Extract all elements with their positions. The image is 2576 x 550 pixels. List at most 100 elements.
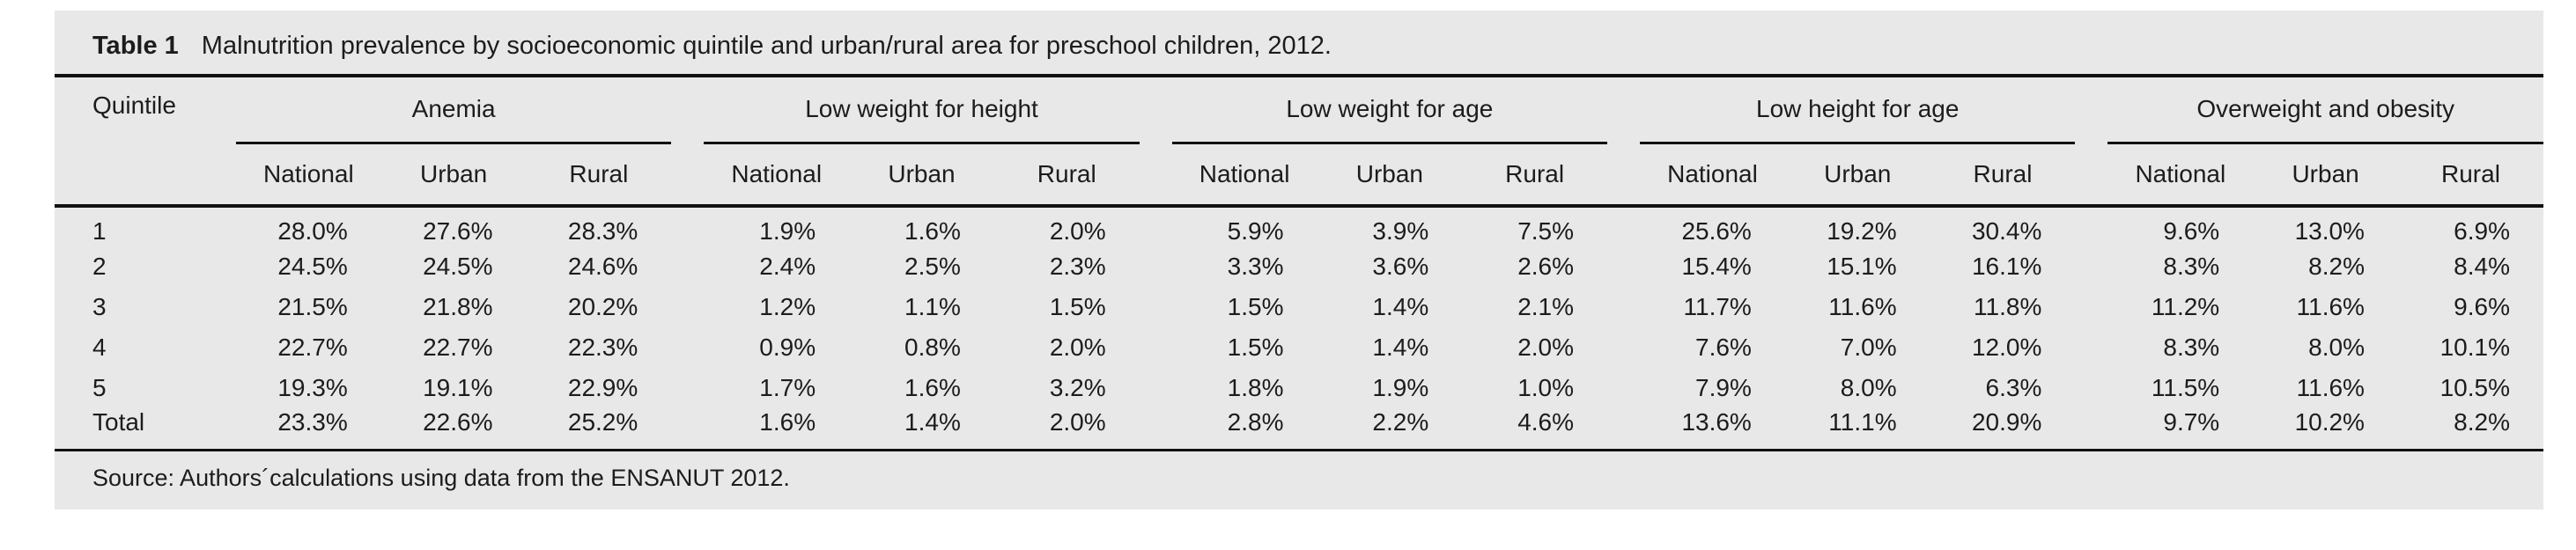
data-cell: 8.0% [1840,374,1897,401]
data-cell: 11.5% [2151,374,2220,401]
subheader-national: National [1640,143,1785,208]
data-cell: 22.6% [423,408,493,436]
data-cell: 20.2% [567,293,638,320]
data-cell: 19.3% [277,374,348,401]
group-gap [1607,287,1640,327]
table-row: 3 21.5% 21.8% 20.2% 1.2% 1.1% 1.5% 1.5% 1.4% 2.1%… [55,287,2543,327]
data-cell: 11.6% [2296,374,2365,401]
data-cell: 1.9% [1372,374,1429,401]
subheader-rural: Rural [2397,143,2543,208]
data-cell: 11.6% [1828,293,1897,320]
data-cell: 4.6% [1517,408,1575,436]
subheader-urban: Urban [849,143,994,208]
subheader-rural: Rural [1930,143,2076,208]
group-gap [1140,368,1172,408]
group-gap [671,206,704,246]
group-gap [2075,368,2107,408]
group-gap [1607,206,1640,246]
data-cell: 2.5% [904,253,961,280]
group-gap [671,408,704,451]
data-cell: 22.3% [567,334,638,361]
subheader-urban: Urban [2253,143,2398,208]
subheader-national: National [2107,143,2254,208]
data-cell: 19.2% [1827,217,1897,245]
group-gap [1607,368,1640,408]
data-cell: 2.4% [759,253,816,280]
data-cell: 24.5% [423,253,493,280]
data-cell: 7.5% [1517,217,1575,245]
data-cell: 10.2% [2294,408,2365,436]
row-label: 3 [92,293,107,320]
data-cell: 12.0% [1971,334,2042,361]
data-cell: 2.6% [1517,253,1575,280]
data-cell: 13.0% [2294,217,2365,245]
group-gap [1140,246,1172,287]
data-cell: 22.9% [567,374,638,401]
data-cell: 3.6% [1372,253,1429,280]
data-cell: 7.0% [1840,334,1897,361]
table-row: Total 23.3% 22.6% 25.2% 1.6% 1.4% 2.0% 2.8% 2.2%… [55,408,2543,451]
subheader-national: National [704,143,850,208]
group-gap [1607,408,1640,451]
group-gap [1607,77,1640,143]
data-cell: 28.0% [277,217,348,245]
row-label: 4 [92,334,107,361]
data-cell: 22.7% [423,334,493,361]
row-label: Total [92,408,145,436]
data-cell: 11.6% [2296,293,2365,320]
group-gap [1140,327,1172,368]
data-cell: 28.3% [567,217,638,245]
data-cell: 2.8% [1227,408,1284,436]
data-cell: 1.9% [759,217,816,245]
data-cell: 5.9% [1227,217,1284,245]
row-label: 1 [92,217,107,245]
data-cell: 0.8% [904,334,961,361]
group-gap [671,77,704,143]
subheader-rural: Rural [993,143,1140,208]
group-gap [671,327,704,368]
table-number-label: Table 1 [92,32,179,60]
data-cell: 1.4% [904,408,961,436]
row-label: 5 [92,374,107,401]
data-cell: 0.9% [759,334,816,361]
data-cell: 13.6% [1681,408,1752,436]
group-gap [1140,408,1172,451]
data-cell: 10.1% [2439,334,2510,361]
data-cell: 21.8% [423,293,493,320]
data-cell: 2.0% [1049,408,1106,436]
group-gap [1140,287,1172,327]
data-cell: 1.4% [1372,334,1429,361]
group-header-low-weight-for-height: Low weight for height [704,77,1140,144]
data-cell: 24.5% [277,253,348,280]
data-cell: 11.8% [1974,293,2042,320]
data-cell: 1.6% [759,408,816,436]
data-cell: 7.6% [1695,334,1752,361]
data-cell: 2.0% [1049,217,1106,245]
subheader-rural: Rural [1462,143,1608,208]
data-cell: 1.7% [759,374,816,401]
subheader-national: National [235,143,381,208]
group-gap [671,143,705,208]
data-cell: 2.0% [1517,334,1575,361]
data-cell: 16.1% [1971,253,2042,280]
data-cell: 3.2% [1049,374,1106,401]
data-cell: 3.3% [1227,253,1284,280]
group-gap [2075,143,2108,208]
data-cell: 1.5% [1227,293,1284,320]
data-cell: 8.2% [2308,253,2365,280]
data-cell: 30.4% [1971,217,2042,245]
data-cell: 1.4% [1372,293,1429,320]
data-cell: 11.1% [1828,408,1897,436]
group-header-row: Quintile Anemia Low weight for height Lo… [55,77,2543,208]
data-cell: 1.2% [759,293,816,320]
data-cell: 2.1% [1517,293,1575,320]
table-panel: Table 1 Malnutrition prevalence by socioe… [55,11,2543,510]
subheader-rural: Rural [526,143,672,208]
subheader-urban: Urban [380,143,527,208]
data-cell: 9.6% [2163,217,2220,245]
data-cell: 8.0% [2308,334,2365,361]
group-gap [2075,327,2107,368]
group-gap [671,368,704,408]
data-cell: 8.2% [2454,408,2510,436]
data-cell: 2.3% [1049,253,1106,280]
